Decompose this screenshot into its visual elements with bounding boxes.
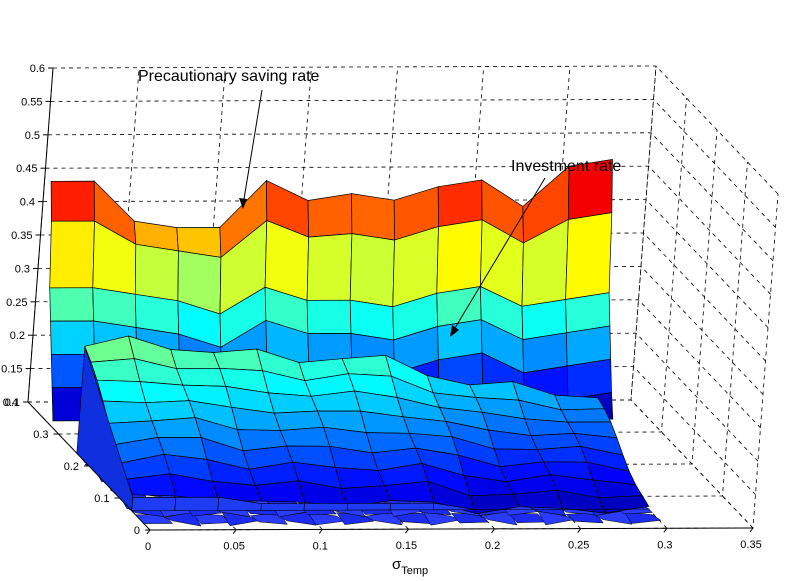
investment-cell-2-1 bbox=[176, 367, 227, 387]
investment-skirt-7 bbox=[432, 502, 477, 511]
x-tick-label-4: 0.2 bbox=[485, 540, 500, 552]
z-tick-label-6: 0.4 bbox=[20, 197, 35, 209]
z-tick-label-1: 0.15 bbox=[1, 364, 22, 376]
investment-cell-11-7 bbox=[598, 495, 650, 514]
investment-arrow-line bbox=[451, 177, 546, 334]
precautionary-saving-annotation: Precautionary saving rate bbox=[138, 68, 320, 85]
x-tick-mark-0 bbox=[146, 529, 151, 535]
x-tick-label-6: 0.3 bbox=[657, 539, 672, 551]
investment-cell-1-2 bbox=[139, 381, 190, 404]
investment-skirt-4 bbox=[303, 503, 348, 511]
x-tick-label-1: 0.05 bbox=[223, 541, 244, 553]
x-axis-line bbox=[149, 527, 754, 531]
investment-rate-annotation: Investment rate bbox=[511, 158, 621, 175]
x-tick-mark-4 bbox=[491, 528, 495, 534]
z-tick-label-8: 0.5 bbox=[25, 130, 40, 142]
investment-cell-6-0 bbox=[341, 354, 392, 377]
floor-cell-7-0 bbox=[336, 512, 375, 525]
saving-cell-6-2 bbox=[306, 299, 352, 334]
precautionary-arrow-head bbox=[239, 198, 247, 209]
floor-cell-13-0 bbox=[508, 513, 547, 523]
z-tick-label-5: 0.35 bbox=[11, 230, 32, 242]
x-tick-mark-1 bbox=[232, 529, 237, 535]
investment-cell-3-0 bbox=[213, 348, 264, 372]
x-tick-label-5: 0.25 bbox=[568, 540, 589, 552]
z-tick-label-0: 0.1 bbox=[5, 397, 20, 409]
x-tick-label-3: 0.15 bbox=[396, 540, 417, 552]
x-tick-mark-5 bbox=[577, 528, 582, 533]
floor-cell-17-0 bbox=[623, 511, 662, 524]
floor-cell-10-0 bbox=[422, 510, 461, 526]
x-tick-mark-3 bbox=[405, 528, 409, 534]
investment-cell-10-4 bbox=[536, 446, 588, 463]
x-axis-label-symbol: σ bbox=[392, 556, 402, 573]
x-axis-label-subscript: Temp bbox=[401, 565, 428, 577]
investment-rate-surface bbox=[76, 335, 650, 515]
x-tick-label-7: 0.35 bbox=[740, 539, 761, 551]
investment-cell-4-2 bbox=[267, 392, 319, 414]
floor-cell-14-0 bbox=[537, 510, 576, 526]
precautionary-arrow-line bbox=[242, 89, 263, 206]
investment-skirt-5 bbox=[346, 502, 391, 511]
investment-skirt-1 bbox=[174, 496, 220, 512]
investment-cell-5-6 bbox=[334, 467, 386, 489]
investment-skirt-3 bbox=[260, 503, 305, 511]
y-tick-label-2: 0.2 bbox=[64, 461, 79, 473]
saving-cell-6-0 bbox=[307, 193, 353, 238]
x-tick-label-0: 0 bbox=[145, 541, 151, 553]
z-tick-label-3: 0.25 bbox=[6, 297, 27, 309]
x-tick-mark-6 bbox=[663, 527, 668, 533]
saving-cell-9-0 bbox=[437, 179, 483, 228]
saving-cell-0-1 bbox=[49, 220, 95, 289]
z-tick-label-2: 0.2 bbox=[10, 330, 25, 342]
y-tick-label-4: 0.4 bbox=[3, 397, 18, 409]
saving-cell-0-2 bbox=[49, 287, 94, 322]
investment-cell-4-4 bbox=[279, 426, 331, 447]
saving-cell-0-0 bbox=[50, 180, 95, 222]
investment-cell-0-3 bbox=[102, 400, 153, 424]
investment-cell-2-0 bbox=[170, 349, 221, 370]
y-tick-label-3: 0.3 bbox=[33, 429, 48, 441]
investment-cell-11-1 bbox=[560, 408, 612, 423]
saving-cell-2-1 bbox=[134, 243, 179, 302]
saving-cell-7-1 bbox=[349, 233, 395, 308]
saving-cell-6-1 bbox=[306, 233, 353, 301]
z-tick-label-9: 0.55 bbox=[21, 96, 42, 108]
y-tick-label-0: 0 bbox=[134, 525, 140, 537]
investment-cell-0-2 bbox=[96, 379, 147, 404]
z-tick-label-7: 0.45 bbox=[16, 163, 37, 175]
x-tick-mark-2 bbox=[318, 529, 323, 534]
investment-skirt-6 bbox=[389, 502, 435, 511]
investment-cell-1-4 bbox=[151, 417, 202, 438]
floor-cell-2-0 bbox=[192, 513, 231, 525]
z-tick-label-10: 0.6 bbox=[30, 63, 45, 75]
investment-skirt-0 bbox=[131, 496, 177, 512]
z-gridline-10 bbox=[52, 65, 779, 195]
saving-cell-7-0 bbox=[351, 193, 395, 241]
x-tick-mark-7 bbox=[749, 527, 754, 533]
investment-arrow-head bbox=[450, 325, 459, 337]
tick-labels: 0 0.05 0.1 0.15 0.2 0.25 0.3 0.3500.10.20.30.40… bbox=[1, 63, 762, 553]
x-tick-label-2: 0.1 bbox=[313, 540, 328, 552]
investment-cell-0-1 bbox=[90, 358, 141, 382]
saving-cell-9-1 bbox=[436, 219, 483, 294]
z-tick-label-4: 0.3 bbox=[15, 263, 30, 275]
saving-cell-12-1 bbox=[565, 212, 613, 300]
floor-cell-6-0 bbox=[307, 512, 346, 526]
x-axis-label: σTemp bbox=[392, 556, 428, 577]
z-gridline-8 bbox=[47, 132, 774, 262]
y-tick-label-1: 0.1 bbox=[94, 493, 109, 505]
